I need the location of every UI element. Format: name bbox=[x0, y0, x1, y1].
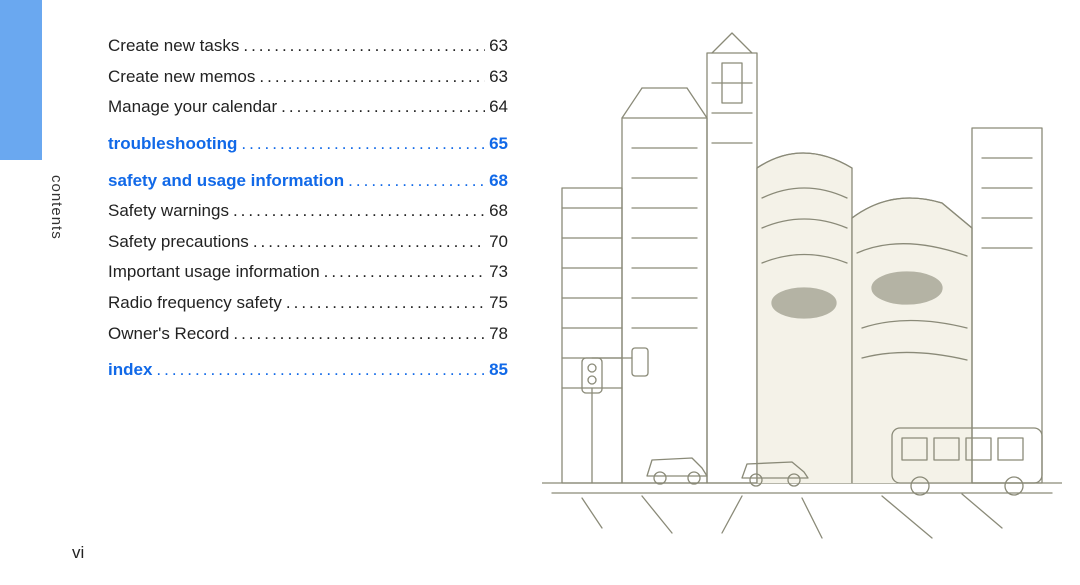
toc-entry-label: index bbox=[108, 358, 152, 383]
toc-leader-dots: ........................................… bbox=[233, 322, 485, 347]
toc-entry[interactable]: Create new tasks........................… bbox=[108, 34, 508, 59]
toc-leader-dots: ........................................… bbox=[156, 358, 485, 383]
toc-entry-page: 68 bbox=[489, 169, 508, 194]
sidebar-tab bbox=[0, 0, 42, 160]
toc-entry[interactable]: troubleshooting.........................… bbox=[108, 132, 508, 157]
toc-entry-page: 68 bbox=[489, 199, 508, 224]
toc-entry-label: safety and usage information bbox=[108, 169, 344, 194]
toc-entry-label: Safety warnings bbox=[108, 199, 229, 224]
toc-entry-page: 85 bbox=[489, 358, 508, 383]
page-number: vi bbox=[72, 543, 84, 563]
table-of-contents: Create new tasks........................… bbox=[108, 34, 508, 389]
toc-leader-dots: ........................................… bbox=[286, 291, 485, 316]
toc-entry-page: 75 bbox=[489, 291, 508, 316]
toc-entry-page: 65 bbox=[489, 132, 508, 157]
toc-entry[interactable]: Safety warnings.........................… bbox=[108, 199, 508, 224]
toc-entry-page: 63 bbox=[489, 65, 508, 90]
toc-entry[interactable]: Create new memos........................… bbox=[108, 65, 508, 90]
toc-entry[interactable]: index...................................… bbox=[108, 358, 508, 383]
toc-entry[interactable]: Important usage information.............… bbox=[108, 260, 508, 285]
toc-entry[interactable]: Owner's Record..........................… bbox=[108, 322, 508, 347]
toc-entry-label: Radio frequency safety bbox=[108, 291, 282, 316]
toc-entry-label: Important usage information bbox=[108, 260, 320, 285]
toc-entry-page: 78 bbox=[489, 322, 508, 347]
toc-entry-page: 70 bbox=[489, 230, 508, 255]
toc-entry[interactable]: safety and usage information............… bbox=[108, 169, 508, 194]
toc-entry-label: Create new tasks bbox=[108, 34, 239, 59]
toc-entry-label: Owner's Record bbox=[108, 322, 229, 347]
toc-entry[interactable]: Safety precautions......................… bbox=[108, 230, 508, 255]
toc-leader-dots: ........................................… bbox=[243, 34, 485, 59]
sidebar-label: contents bbox=[48, 175, 65, 240]
toc-leader-dots: ........................................… bbox=[241, 132, 485, 157]
toc-leader-dots: ........................................… bbox=[324, 260, 485, 285]
toc-leader-dots: ........................................… bbox=[253, 230, 485, 255]
toc-leader-dots: ........................................… bbox=[233, 199, 485, 224]
toc-entry-page: 63 bbox=[489, 34, 508, 59]
toc-entry-page: 64 bbox=[489, 95, 508, 120]
toc-entry-label: Manage your calendar bbox=[108, 95, 277, 120]
toc-entry-label: troubleshooting bbox=[108, 132, 237, 157]
toc-leader-dots: ........................................… bbox=[259, 65, 485, 90]
toc-entry-label: Create new memos bbox=[108, 65, 255, 90]
toc-leader-dots: ........................................… bbox=[281, 95, 485, 120]
toc-entry[interactable]: Radio frequency safety..................… bbox=[108, 291, 508, 316]
toc-entry[interactable]: Manage your calendar....................… bbox=[108, 95, 508, 120]
toc-leader-dots: ........................................… bbox=[348, 169, 485, 194]
toc-entry-label: Safety precautions bbox=[108, 230, 249, 255]
cityscape-illustration bbox=[542, 28, 1062, 548]
toc-entry-page: 73 bbox=[489, 260, 508, 285]
